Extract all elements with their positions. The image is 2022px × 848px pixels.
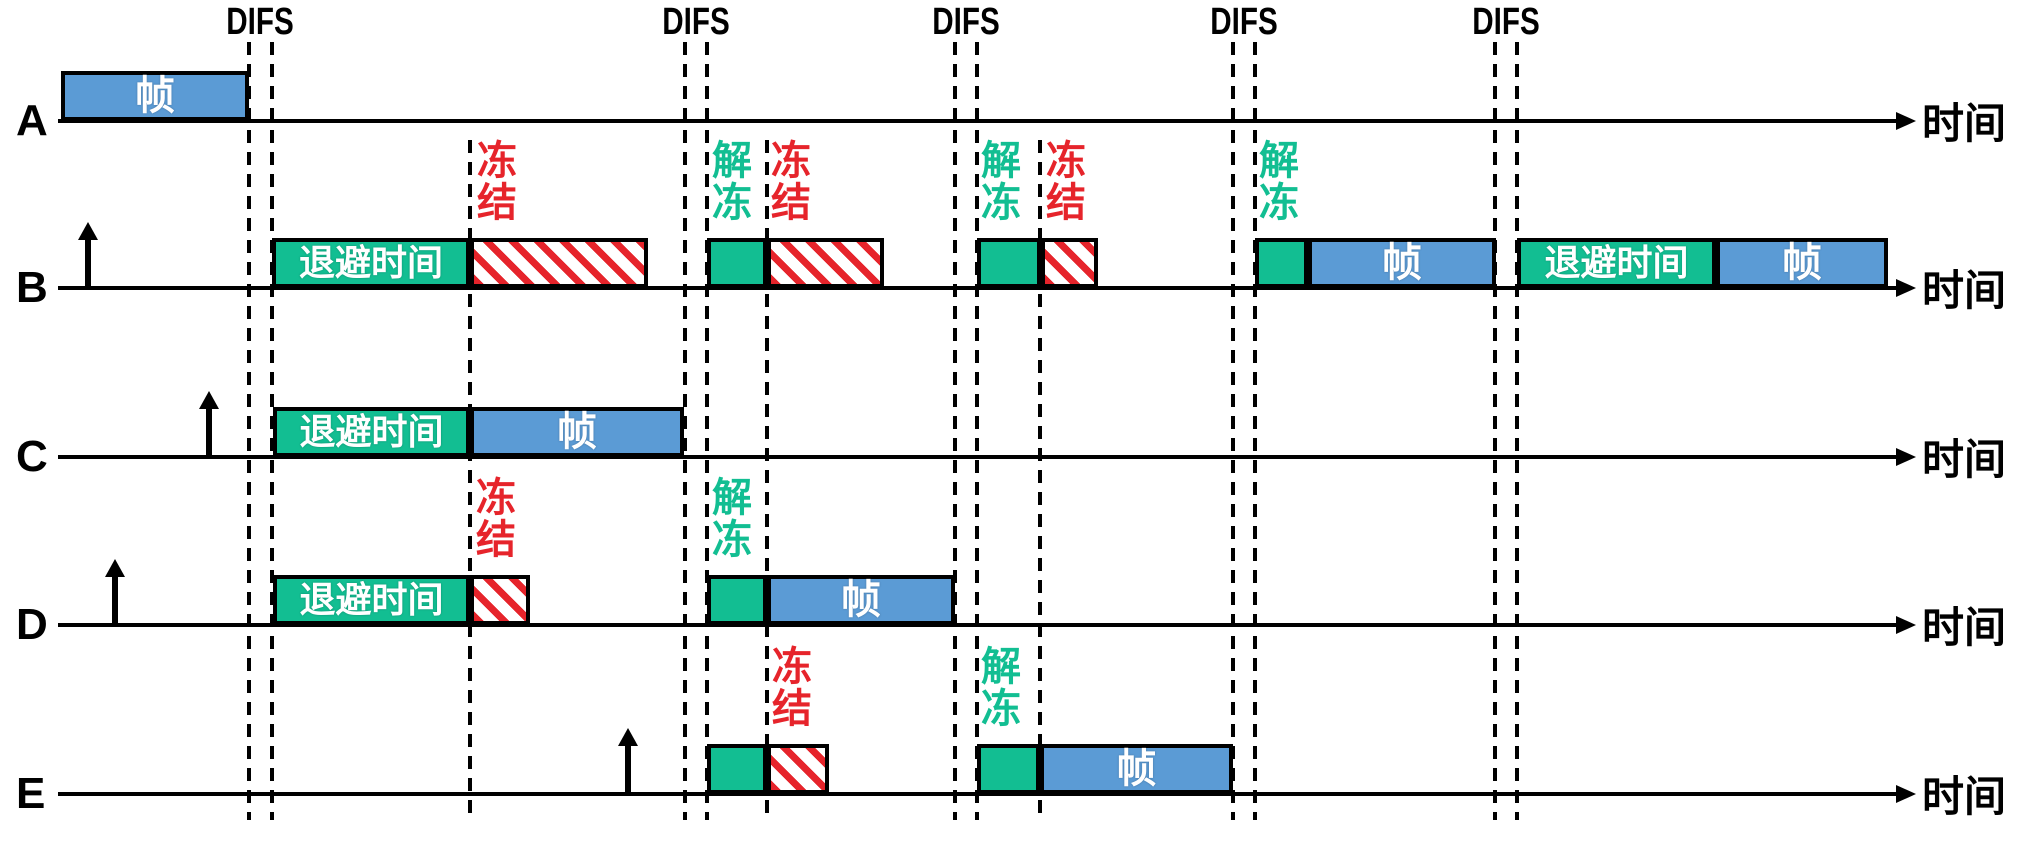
frame-arrival-arrowhead-D xyxy=(105,559,125,577)
timeline-E xyxy=(58,792,1896,796)
E-frame-segment-4: 帧 xyxy=(1040,744,1233,794)
difs-dashed-line-2-1 xyxy=(683,42,687,820)
D-backoff-segment-1: 退避时间 xyxy=(273,575,470,625)
B-frame-segment-label: 帧 xyxy=(1382,241,1422,285)
B-frame-segment-8: 帧 xyxy=(1308,238,1496,288)
B-backoff-segment-label: 退避时间 xyxy=(1544,242,1689,283)
D-backoff-segment-label: 退避时间 xyxy=(299,579,444,620)
difs-dashed-line-1-1 xyxy=(247,42,251,820)
C-backoff-segment-1: 退避时间 xyxy=(273,407,470,457)
difs-dashed-line-5-1 xyxy=(1493,42,1497,820)
B-freeze-segment-6 xyxy=(1041,238,1098,288)
difs-label-4: DIFS xyxy=(1210,1,1278,43)
frame-arrival-arrowhead-E xyxy=(618,728,638,746)
E-resume-segment-1 xyxy=(707,744,767,794)
B-freeze-annotation-5: 冻结 xyxy=(1046,139,1086,225)
D-resume-segment-3 xyxy=(707,575,767,625)
frame-arrival-arrow-D xyxy=(112,577,118,625)
station-label-D: D xyxy=(16,600,48,649)
D-freeze-segment-2 xyxy=(470,575,530,625)
A-frame-segment-1: 帧 xyxy=(61,71,249,121)
timeline-arrowhead-A xyxy=(1896,112,1916,130)
B-frame-segment-label: 帧 xyxy=(1782,241,1822,285)
D-unfreeze-annotation-2: 解冻 xyxy=(712,476,752,562)
B-backoff-segment-9: 退避时间 xyxy=(1517,238,1716,288)
time-axis-label-D: 时间 xyxy=(1922,604,2007,651)
time-axis-label-E: 时间 xyxy=(1922,773,2007,820)
B-resume-segment-7 xyxy=(1255,238,1308,288)
event-dashed-line-1 xyxy=(468,140,472,820)
frame-arrival-arrowhead-B xyxy=(78,222,98,240)
B-freeze-segment-2 xyxy=(470,238,648,288)
B-backoff-segment-label: 退避时间 xyxy=(298,242,443,283)
difs-dashed-line-4-1 xyxy=(1231,42,1235,820)
difs-label-5: DIFS xyxy=(1472,1,1540,43)
B-backoff-segment-1: 退避时间 xyxy=(272,238,470,288)
timeline-D xyxy=(58,623,1896,627)
B-unfreeze-annotation-2: 解冻 xyxy=(712,139,752,225)
timeline-C xyxy=(58,455,1896,459)
frame-arrival-arrow-C xyxy=(206,409,212,457)
E-unfreeze-annotation-2: 解冻 xyxy=(981,645,1021,731)
D-frame-segment-label: 帧 xyxy=(841,578,881,622)
time-axis-label-B: 时间 xyxy=(1922,267,2007,314)
timeline-arrowhead-C xyxy=(1896,448,1916,466)
frame-arrival-arrow-E xyxy=(625,746,631,794)
time-axis-label-A: 时间 xyxy=(1922,100,2007,147)
timeline-arrowhead-D xyxy=(1896,616,1916,634)
C-backoff-segment-label: 退避时间 xyxy=(299,411,444,452)
B-unfreeze-annotation-4: 解冻 xyxy=(981,139,1021,225)
B-unfreeze-annotation-6: 解冻 xyxy=(1259,139,1299,225)
difs-dashed-line-1-2 xyxy=(270,42,274,820)
C-frame-segment-2: 帧 xyxy=(470,407,684,457)
station-label-C: C xyxy=(16,432,48,481)
difs-dashed-line-3-1 xyxy=(953,42,957,820)
station-label-A: A xyxy=(16,96,48,145)
difs-dashed-line-2-2 xyxy=(705,42,709,820)
A-frame-segment-label: 帧 xyxy=(135,74,175,118)
B-freeze-annotation-3: 冻结 xyxy=(771,139,811,225)
timeline-A xyxy=(58,119,1896,123)
frame-arrival-arrowhead-C xyxy=(199,391,219,409)
time-axis-label-C: 时间 xyxy=(1922,436,2007,483)
B-freeze-segment-4 xyxy=(767,238,884,288)
E-freeze-segment-2 xyxy=(767,744,829,794)
station-label-B: B xyxy=(16,263,48,312)
difs-dashed-line-5-2 xyxy=(1515,42,1519,820)
frame-arrival-arrow-B xyxy=(85,240,91,288)
timeline-arrowhead-B xyxy=(1896,279,1916,297)
D-freeze-annotation-1: 冻结 xyxy=(476,476,516,562)
D-frame-segment-4: 帧 xyxy=(767,575,955,625)
difs-label-3: DIFS xyxy=(932,1,1000,43)
event-dashed-line-2 xyxy=(765,140,769,820)
B-resume-segment-5 xyxy=(977,238,1041,288)
E-resume-segment-3 xyxy=(977,744,1040,794)
difs-dashed-line-4-2 xyxy=(1253,42,1257,820)
B-frame-segment-10: 帧 xyxy=(1716,238,1888,288)
difs-label-2: DIFS xyxy=(662,1,730,43)
B-freeze-annotation-1: 冻结 xyxy=(477,139,517,225)
B-resume-segment-3 xyxy=(707,238,767,288)
event-dashed-line-3 xyxy=(1038,140,1042,820)
difs-dashed-line-3-2 xyxy=(975,42,979,820)
station-label-E: E xyxy=(16,769,46,818)
timeline-arrowhead-E xyxy=(1896,785,1916,803)
difs-label-1: DIFS xyxy=(226,1,294,43)
E-frame-segment-label: 帧 xyxy=(1116,747,1157,791)
E-freeze-annotation-1: 冻结 xyxy=(772,645,812,731)
C-frame-segment-label: 帧 xyxy=(557,410,597,454)
timeline-B xyxy=(58,286,1896,290)
